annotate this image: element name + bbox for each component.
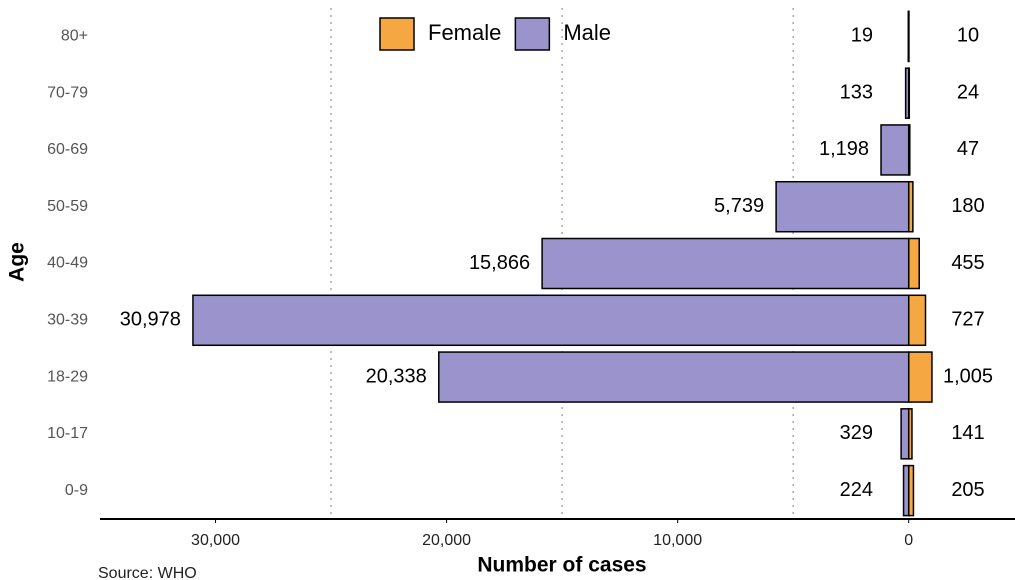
x-tick-label: 10,000 (653, 532, 702, 549)
bar (880, 124, 910, 176)
y-tick-label: 80+ (61, 28, 88, 45)
legend-label: Female (428, 20, 501, 45)
y-tick-label: 50-59 (47, 198, 88, 215)
bar (907, 294, 927, 347)
y-tick-label: 30-39 (47, 311, 88, 328)
legend-swatch (514, 17, 551, 51)
value-label: 47 (957, 138, 979, 160)
y-tick-label: 18-29 (47, 368, 88, 385)
bar (541, 237, 910, 290)
value-label: 10 (957, 25, 979, 47)
value-label: 329 (840, 422, 873, 444)
x-tick-label: 0 (904, 532, 913, 549)
value-label: 15,866 (469, 252, 530, 274)
y-tick-label: 0-9 (65, 482, 88, 499)
x-axis-title: Number of cases (477, 554, 646, 577)
value-label: 1,198 (819, 138, 869, 160)
y-tick-label: 70-79 (47, 84, 88, 101)
x-tick-label: 30,000 (191, 532, 240, 549)
legend-label: Male (563, 20, 611, 45)
bar (775, 180, 910, 233)
value-label: 19 (851, 25, 873, 47)
value-label: 224 (840, 479, 873, 501)
value-label: 20,338 (366, 365, 427, 387)
y-tick-label: 40-49 (47, 255, 88, 272)
value-label: 141 (951, 422, 984, 444)
value-label: 133 (840, 81, 873, 103)
bar (192, 294, 910, 347)
value-label: 30,978 (120, 309, 181, 331)
bar (907, 351, 933, 403)
value-label: 727 (951, 309, 984, 331)
bar (902, 464, 910, 517)
y-axis-title: Age (6, 242, 29, 282)
bar (438, 351, 910, 403)
value-label: 1,005 (943, 365, 993, 387)
value-label: 180 (951, 195, 984, 217)
legend-swatch (379, 17, 415, 51)
x-tick-label: 20,000 (422, 532, 471, 549)
value-label: 205 (951, 479, 984, 501)
bar (900, 408, 910, 460)
value-label: 455 (951, 252, 984, 274)
bar (904, 67, 910, 119)
y-tick-label: 10-17 (47, 425, 88, 442)
y-tick-label: 60-69 (47, 141, 88, 158)
source: Source: WHO (98, 565, 197, 580)
value-label: 24 (957, 81, 979, 103)
value-label: 5,739 (714, 195, 764, 217)
bar (907, 237, 920, 290)
